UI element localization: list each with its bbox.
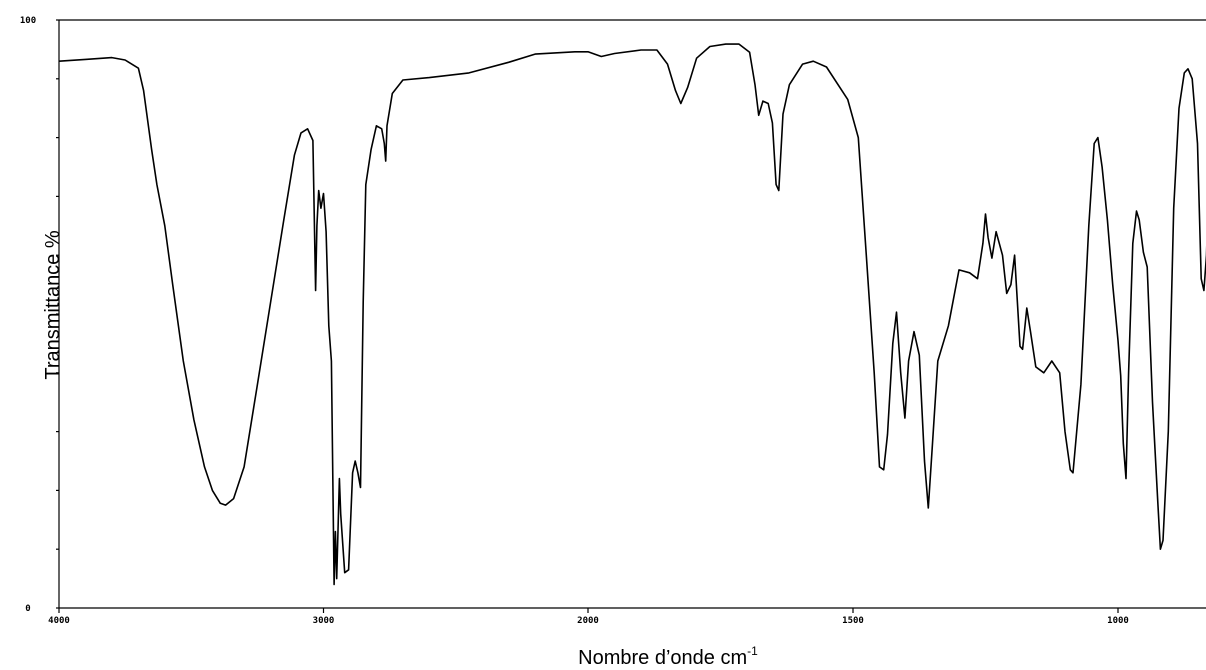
y-tick-label: 100 <box>20 16 36 26</box>
x-axis-title-text: Nombre d’onde cm <box>578 647 747 669</box>
y-tick-group: 100 0 <box>20 16 36 614</box>
x-tick-label: 3000 <box>313 616 335 626</box>
y-axis-title: Transmittance % <box>42 230 64 380</box>
plot-axes <box>58 19 1206 609</box>
x-tick-group: 4000 3000 2000 1500 1000 <box>48 608 1129 626</box>
y-minor-tick-group <box>56 19 59 609</box>
x-tick-label: 1500 <box>842 616 864 626</box>
x-tick-label: 2000 <box>577 616 599 626</box>
x-axis-title: Nombre d’onde cm-1 <box>578 644 758 669</box>
y-tick-label: 0 <box>25 604 30 614</box>
spectrum-line <box>58 43 1206 586</box>
x-axis-title-superscript: -1 <box>747 644 758 658</box>
x-tick-label: 4000 <box>48 616 70 626</box>
x-tick-label: 1000 <box>1107 616 1129 626</box>
